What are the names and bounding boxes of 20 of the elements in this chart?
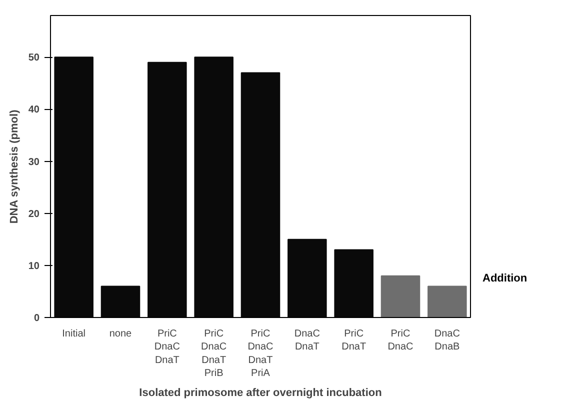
x-axis-title: Isolated primosome after overnight incubation	[139, 387, 382, 400]
y-tick-label: 40	[28, 104, 40, 116]
x-tick-label: PriC DnaC DnaT	[154, 328, 180, 366]
x-tick-label: PriC DnaT	[342, 328, 366, 353]
y-axis-title: DNA synthesis (pmol)	[8, 109, 20, 224]
x-tick-label: DnaC DnaB	[434, 328, 460, 353]
x-tick-label: PriC DnaC DnaT PriB	[201, 328, 227, 380]
bar	[428, 286, 467, 318]
x-tick-label: DnaC DnaT	[294, 328, 320, 353]
x-tick-label: PriC DnaC DnaT PriA	[248, 328, 274, 380]
x-tick-label: PriC DnaC	[388, 328, 414, 353]
text: Addition	[482, 272, 528, 284]
bar	[380, 275, 420, 318]
x-tick-label: Initial	[62, 328, 86, 340]
x-tick-label: none	[109, 328, 132, 340]
y-tick-label: 50	[28, 52, 40, 64]
y-tick-label: 0	[34, 313, 40, 324]
y-tick-label: 10	[28, 260, 40, 272]
y-tick-label: 20	[28, 208, 40, 220]
y-tick-label: 30	[28, 156, 40, 168]
